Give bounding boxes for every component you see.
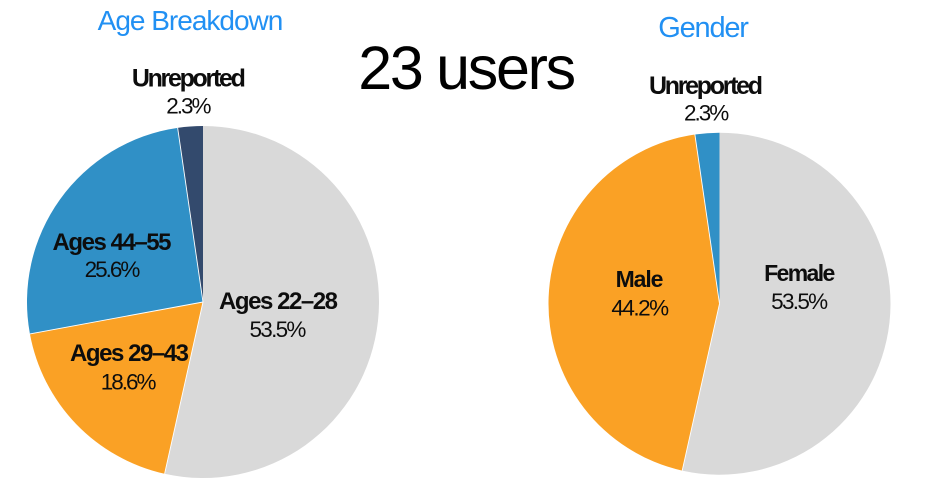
svg-text:53.5%: 53.5% [771, 289, 828, 314]
svg-text:Unreported: Unreported [132, 65, 245, 93]
svg-text:53.5%: 53.5% [249, 317, 306, 342]
svg-text:Ages 29–43: Ages 29–43 [70, 340, 189, 367]
svg-text:23 users: 23 users [358, 34, 574, 102]
svg-text:18.6%: 18.6% [101, 369, 157, 394]
svg-text:2.3%: 2.3% [684, 101, 729, 126]
svg-text:Gender: Gender [658, 12, 749, 44]
svg-text:Male: Male [616, 266, 663, 292]
svg-text:Ages 22–28: Ages 22–28 [219, 288, 338, 315]
svg-text:25.6%: 25.6% [85, 257, 141, 282]
svg-text:2.3%: 2.3% [166, 93, 211, 118]
svg-text:44.2%: 44.2% [611, 295, 669, 320]
svg-text:Ages 44–55: Ages 44–55 [52, 229, 171, 256]
svg-text:Age Breakdown: Age Breakdown [98, 5, 283, 36]
svg-text:Unreported: Unreported [649, 72, 762, 100]
svg-text:Female: Female [764, 260, 834, 286]
